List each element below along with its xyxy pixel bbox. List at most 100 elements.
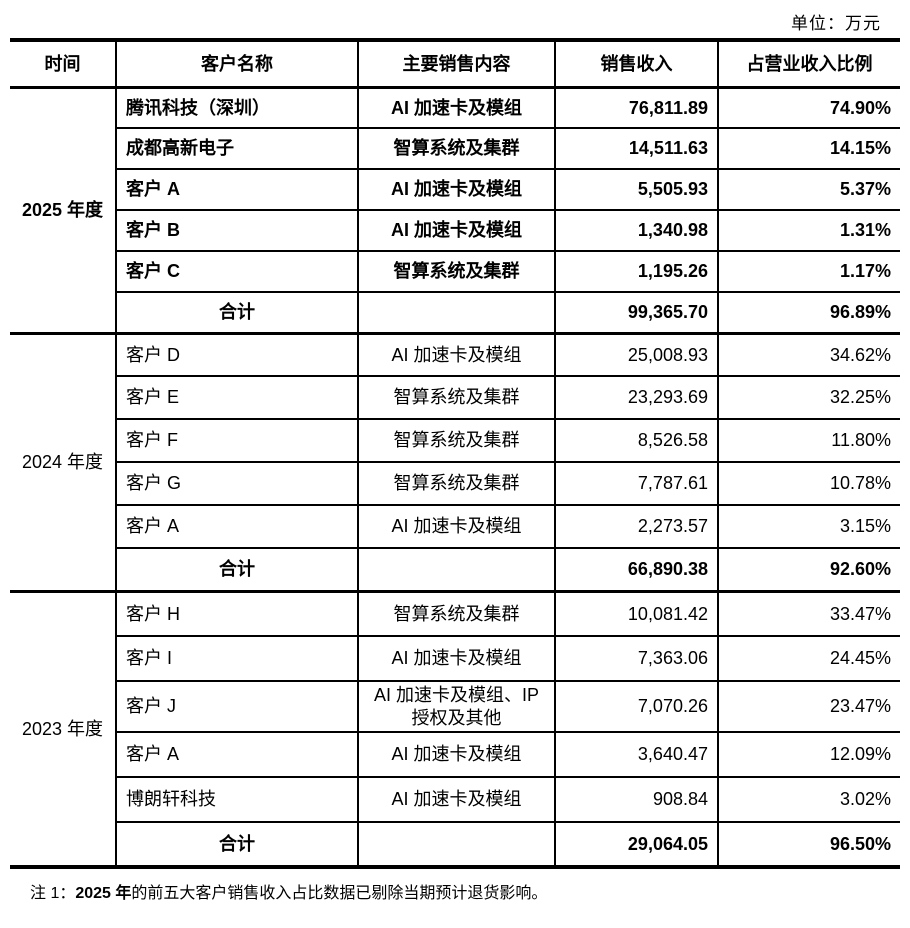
period-cell-2024: 2024 年度	[10, 332, 117, 593]
top-customers-table: 时间 客户名称 主要销售内容 销售收入 占营业收入比例 2025 年度 腾讯科技…	[10, 38, 900, 869]
content-cell: AI 加速卡及模组	[357, 504, 556, 549]
customer-cell: 客户 I	[116, 635, 359, 682]
customer-cell: 客户 A	[116, 168, 359, 211]
header-content: 主要销售内容	[357, 39, 556, 89]
empty-cell	[357, 821, 556, 869]
footnote: 注 1：2025 年的前五大客户销售收入占比数据已剔除当期预计退货影响。	[0, 879, 910, 903]
table-row: 客户 F 智算系统及集群 8,526.58 11.80%	[10, 418, 900, 463]
customer-cell: 腾讯科技（深圳）	[115, 86, 359, 129]
table-row: 客户 J AI 加速卡及模组、IP 授权及其他 7,070.26 23.47%	[10, 680, 900, 733]
customer-cell: 客户 H	[115, 590, 359, 637]
total-label: 合计	[116, 547, 359, 593]
ratio-cell: 33.47%	[717, 590, 900, 637]
content-cell: AI 加速卡及模组	[357, 86, 556, 129]
revenue-cell: 7,363.06	[554, 635, 719, 682]
ratio-cell: 11.80%	[717, 418, 900, 463]
customer-cell: 成都高新电子	[116, 127, 359, 170]
table-row: 客户 G 智算系统及集群 7,787.61 10.78%	[10, 461, 900, 506]
content-cell: 智算系统及集群	[357, 127, 556, 170]
table-row: 客户 C 智算系统及集群 1,195.26 1.17%	[10, 250, 900, 293]
total-label: 合计	[116, 821, 359, 869]
ratio-cell: 3.02%	[717, 776, 900, 823]
total-label: 合计	[116, 291, 359, 335]
ratio-cell: 3.15%	[717, 504, 900, 549]
customer-cell: 客户 F	[116, 418, 359, 463]
customer-cell: 客户 B	[116, 209, 359, 252]
revenue-cell: 7,787.61	[554, 461, 719, 506]
header-revenue: 销售收入	[554, 39, 719, 89]
content-cell: 智算系统及集群	[357, 590, 556, 637]
ratio-cell: 32.25%	[717, 375, 900, 420]
section-total-row: 合计 29,064.05 96.50%	[10, 821, 900, 869]
ratio-cell: 23.47%	[717, 680, 900, 733]
table-row: 客户 A AI 加速卡及模组 2,273.57 3.15%	[10, 504, 900, 549]
ratio-cell: 10.78%	[717, 461, 900, 506]
revenue-cell: 908.84	[554, 776, 719, 823]
table-row: 客户 I AI 加速卡及模组 7,363.06 24.45%	[10, 635, 900, 682]
content-cell: AI 加速卡及模组、IP 授权及其他	[357, 680, 556, 733]
customer-cell: 客户 A	[116, 731, 359, 778]
footnote-text: 的前五大客户销售收入占比数据已剔除当期预计退货影响。	[131, 885, 548, 902]
content-cell: 智算系统及集群	[357, 375, 556, 420]
ratio-cell: 74.90%	[717, 86, 900, 129]
customer-cell: 客户 G	[116, 461, 359, 506]
total-revenue-cell: 66,890.38	[554, 547, 719, 593]
header-ratio: 占营业收入比例	[717, 39, 900, 89]
revenue-cell: 5,505.93	[554, 168, 719, 211]
customer-cell: 客户 C	[116, 250, 359, 293]
revenue-cell: 25,008.93	[554, 332, 719, 377]
content-cell: 智算系统及集群	[357, 250, 556, 293]
table-row: 成都高新电子 智算系统及集群 14,511.63 14.15%	[10, 127, 900, 170]
table-row: 客户 B AI 加速卡及模组 1,340.98 1.31%	[10, 209, 900, 252]
revenue-cell: 1,340.98	[554, 209, 719, 252]
table-row: 博朗轩科技 AI 加速卡及模组 908.84 3.02%	[10, 776, 900, 823]
revenue-cell: 1,195.26	[554, 250, 719, 293]
content-cell: AI 加速卡及模组	[357, 168, 556, 211]
ratio-cell: 24.45%	[717, 635, 900, 682]
total-ratio-cell: 96.50%	[717, 821, 900, 869]
customer-cell: 客户 J	[116, 680, 359, 733]
section-total-row: 合计 66,890.38 92.60%	[10, 547, 900, 593]
revenue-cell: 76,811.89	[554, 86, 719, 129]
total-revenue-cell: 99,365.70	[554, 291, 719, 335]
content-cell: AI 加速卡及模组	[357, 776, 556, 823]
customer-cell: 客户 A	[116, 504, 359, 549]
revenue-cell: 14,511.63	[554, 127, 719, 170]
customer-cell: 博朗轩科技	[116, 776, 359, 823]
customer-cell: 客户 D	[115, 332, 359, 377]
table-header-row: 时间 客户名称 主要销售内容 销售收入 占营业收入比例	[10, 39, 900, 89]
ratio-cell: 12.09%	[717, 731, 900, 778]
content-cell: 智算系统及集群	[357, 461, 556, 506]
footnote-bold-year: 2025 年	[75, 885, 132, 902]
section-total-row: 合计 99,365.70 96.89%	[10, 291, 900, 335]
total-ratio-cell: 92.60%	[717, 547, 900, 593]
ratio-cell: 1.17%	[717, 250, 900, 293]
content-cell: AI 加速卡及模组	[357, 209, 556, 252]
revenue-cell: 23,293.69	[554, 375, 719, 420]
ratio-cell: 5.37%	[717, 168, 900, 211]
content-cell: AI 加速卡及模组	[357, 635, 556, 682]
period-cell-2023: 2023 年度	[10, 590, 117, 869]
empty-cell	[357, 547, 556, 593]
revenue-cell: 2,273.57	[554, 504, 719, 549]
table-row: 2023 年度 客户 H 智算系统及集群 10,081.42 33.47%	[10, 590, 900, 869]
unit-label: 单位：万元	[791, 14, 881, 33]
table-row: 客户 A AI 加速卡及模组 3,640.47 12.09%	[10, 731, 900, 778]
content-cell: AI 加速卡及模组	[357, 332, 556, 377]
table-row: 客户 E 智算系统及集群 23,293.69 32.25%	[10, 375, 900, 420]
period-cell-2025: 2025 年度	[10, 86, 117, 335]
revenue-cell: 3,640.47	[554, 731, 719, 778]
table-row: 客户 A AI 加速卡及模组 5,505.93 5.37%	[10, 168, 900, 211]
revenue-cell: 10,081.42	[554, 590, 719, 637]
total-revenue-cell: 29,064.05	[554, 821, 719, 869]
footnote-prefix: 注 1：	[30, 885, 76, 902]
table-row: 2025 年度 腾讯科技（深圳） AI 加速卡及模组 76,811.89 74.…	[10, 86, 900, 335]
ratio-cell: 34.62%	[717, 332, 900, 377]
customer-cell: 客户 E	[116, 375, 359, 420]
revenue-cell: 8,526.58	[554, 418, 719, 463]
header-time: 时间	[10, 39, 117, 89]
revenue-cell: 7,070.26	[554, 680, 719, 733]
header-customer: 客户名称	[115, 39, 359, 89]
content-cell: 智算系统及集群	[357, 418, 556, 463]
